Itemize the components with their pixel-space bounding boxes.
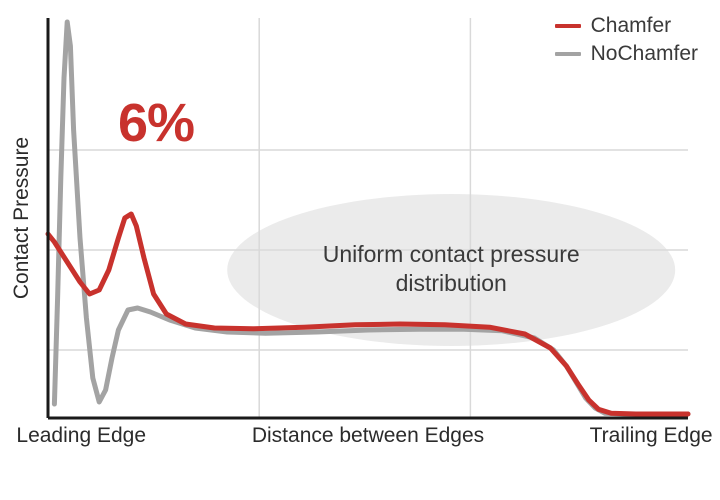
annotation-ellipse-label: Uniform contact pressure distribution [271, 240, 631, 298]
legend-swatch-chamfer [555, 24, 581, 28]
legend-item-nochamfer: NoChamfer [555, 42, 698, 66]
x-axis-label: Distance between Edges [238, 424, 498, 448]
legend-item-chamfer: Chamfer [555, 14, 698, 38]
legend-swatch-nochamfer [555, 52, 581, 56]
legend-label-chamfer: Chamfer [591, 14, 672, 38]
x-tick-trailing: Trailing Edge [590, 424, 713, 448]
legend: Chamfer NoChamfer [555, 14, 698, 66]
annotation-percent: 6% [118, 92, 194, 154]
y-axis-label: Contact Pressure [10, 128, 34, 308]
legend-label-nochamfer: NoChamfer [591, 42, 698, 66]
chart-container: Contact Pressure Distance between Edges … [0, 0, 720, 500]
x-tick-leading: Leading Edge [16, 424, 146, 448]
